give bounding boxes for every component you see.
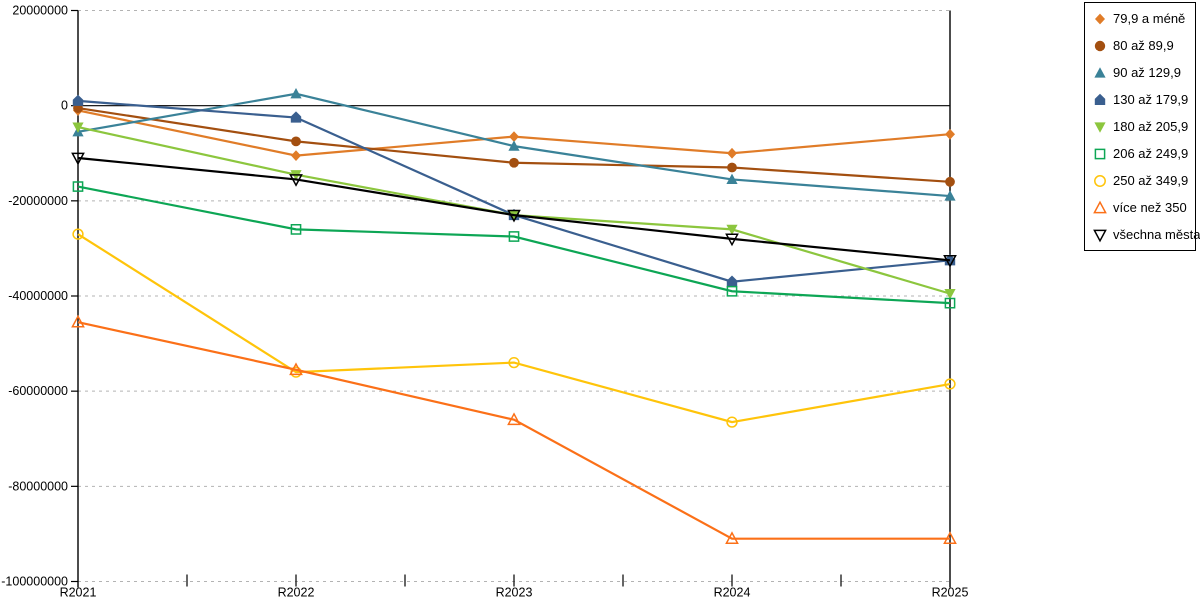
- square-marker-icon: [944, 297, 956, 309]
- series-line: [77, 156, 951, 262]
- legend-label: 206 až 249,9: [1113, 146, 1189, 161]
- chart-legend: 79,9 a méně 80 až 89,9 90 až 129,9 130 až 1…: [1084, 2, 1200, 251]
- x-tick-label: R2021: [60, 586, 97, 600]
- triangle-up-marker-icon: [508, 140, 520, 151]
- legend-item: 90 až 129,9: [1092, 60, 1195, 86]
- circle-marker-icon: [945, 176, 955, 187]
- circle-marker-icon: [944, 378, 956, 390]
- diamond-marker-icon: [727, 147, 737, 159]
- series-0: [73, 105, 955, 162]
- diamond-marker-icon: [945, 128, 955, 140]
- legend-item: více než 350: [1092, 195, 1195, 221]
- triangle-down-marker-icon: [943, 254, 957, 268]
- series-3: [72, 94, 956, 287]
- triangle-down-marker-icon: [507, 209, 521, 223]
- legend-label: 80 až 89,9: [1113, 38, 1174, 53]
- diamond-marker-icon: [509, 131, 519, 142]
- circle-marker-icon: [726, 416, 738, 428]
- pentagon-legend-icon: [1094, 93, 1106, 105]
- triangle-down-marker-icon: [289, 174, 303, 187]
- x-tick-label: R2023: [496, 586, 533, 600]
- legend-label: více než 350: [1113, 200, 1187, 215]
- legend-item: 80 až 89,9: [1092, 33, 1195, 59]
- triangle-up-marker-icon: [726, 173, 738, 185]
- legend-item: 250 až 349,9: [1092, 168, 1195, 194]
- series-line: [77, 321, 950, 540]
- triangle-down-marker-icon: [71, 152, 85, 166]
- triangle-up-marker-icon: [71, 314, 85, 328]
- series-line: [77, 233, 951, 424]
- x-tick-label: R2024: [714, 586, 751, 600]
- square-marker-icon: [72, 181, 84, 192]
- legend-label: 180 až 205,9: [1113, 119, 1189, 134]
- pentagon-marker-icon: [726, 275, 738, 287]
- diamond-legend-icon: [1095, 13, 1105, 24]
- triangle-up-marker-icon: [289, 362, 303, 376]
- triangle-up-marker-icon: [507, 412, 521, 426]
- legend-item: 206 až 249,9: [1092, 141, 1195, 167]
- y-tick-label: 0: [61, 99, 68, 113]
- triangle-down-marker-icon: [726, 224, 738, 236]
- x-tick-label: R2022: [278, 586, 315, 600]
- legend-item: všechna města: [1092, 222, 1200, 248]
- y-tick-label: -40000000: [8, 289, 68, 303]
- circle-marker-icon: [508, 356, 520, 369]
- legend-label: 90 až 129,9: [1113, 65, 1181, 80]
- square-marker-icon: [726, 285, 738, 297]
- legend-label: 79,9 a méně: [1113, 11, 1186, 26]
- square-marker-icon: [508, 231, 520, 242]
- legend-label: všechna města: [1113, 227, 1200, 242]
- triangle-down-legend-icon: [1093, 229, 1107, 242]
- y-tick-label: -60000000: [8, 384, 68, 398]
- series-6: [72, 228, 956, 428]
- diamond-marker-icon: [291, 150, 301, 162]
- y-tick-label: -100000000: [1, 575, 68, 589]
- legend-label: 130 až 179,9: [1113, 92, 1189, 107]
- triangle-up-legend-icon: [1093, 200, 1107, 213]
- x-tick-label: R2025: [932, 586, 969, 600]
- circle-marker-icon: [291, 136, 301, 147]
- y-tick-label: -20000000: [8, 194, 68, 208]
- y-tick-label: -80000000: [8, 479, 68, 493]
- triangle-up-marker-icon: [943, 531, 957, 545]
- triangle-up-marker-icon: [290, 87, 302, 99]
- legend-item: 130 až 179,9: [1092, 87, 1195, 113]
- y-tick-label: 20000000: [12, 4, 68, 18]
- square-legend-icon: [1094, 148, 1106, 159]
- triangle-down-marker-icon: [72, 122, 84, 133]
- circle-legend-icon: [1094, 40, 1106, 51]
- circle-marker-icon: [72, 228, 84, 240]
- triangle-up-legend-icon: [1094, 66, 1106, 78]
- pentagon-marker-icon: [290, 111, 302, 123]
- triangle-down-marker-icon: [725, 233, 739, 247]
- square-marker-icon: [290, 224, 302, 235]
- series-8: [71, 152, 957, 268]
- triangle-up-marker-icon: [944, 190, 956, 201]
- circle-marker-icon: [509, 157, 519, 168]
- circle-legend-icon: [1094, 174, 1106, 187]
- pentagon-marker-icon: [72, 94, 84, 106]
- circle-marker-icon: [727, 162, 737, 173]
- legend-item: 180 až 205,9: [1092, 114, 1195, 140]
- series-1: [73, 103, 955, 187]
- series-7: [71, 314, 957, 545]
- triangle-down-legend-icon: [1094, 121, 1106, 133]
- series-5: [72, 181, 956, 309]
- triangle-up-marker-icon: [725, 531, 739, 545]
- triangle-down-marker-icon: [944, 289, 956, 300]
- legend-item: 79,9 a méně: [1092, 6, 1195, 32]
- series-line: [77, 185, 951, 305]
- legend-label: 250 až 349,9: [1113, 173, 1189, 188]
